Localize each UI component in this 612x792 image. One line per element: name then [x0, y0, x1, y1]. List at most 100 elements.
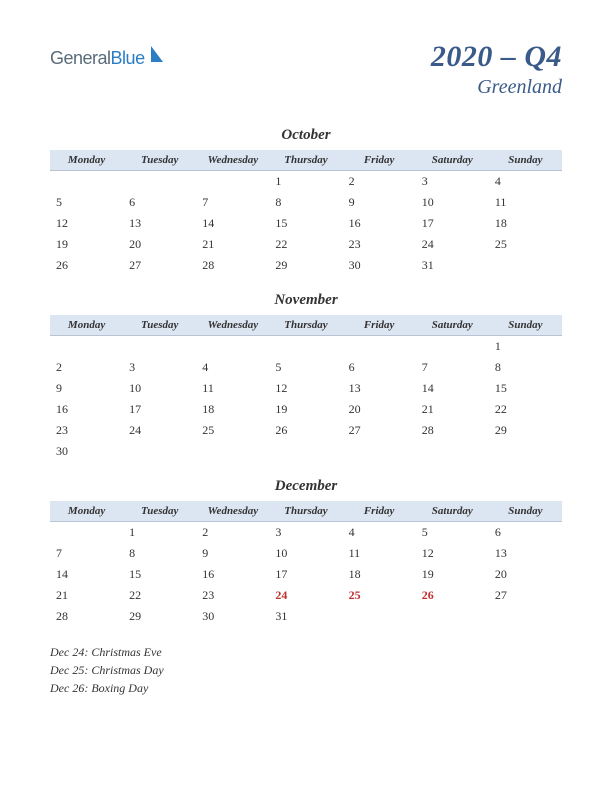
calendar-cell: 2 — [50, 357, 123, 378]
calendar-cell — [416, 441, 489, 462]
calendar-table: MondayTuesdayWednesdayThursdayFridaySatu… — [50, 315, 562, 462]
calendar-cell: 15 — [123, 564, 196, 585]
calendar-cell — [416, 606, 489, 627]
calendar-cell — [196, 336, 269, 358]
day-header: Saturday — [416, 315, 489, 336]
calendar-cell: 14 — [50, 564, 123, 585]
calendar-cell: 13 — [489, 543, 562, 564]
calendar-cell: 21 — [196, 234, 269, 255]
calendar-cell: 3 — [269, 522, 342, 544]
day-header: Sunday — [489, 501, 562, 522]
calendar-cell — [269, 441, 342, 462]
holiday-list: Dec 24: Christmas EveDec 25: Christmas D… — [50, 643, 562, 697]
calendar-row: 30 — [50, 441, 562, 462]
calendar-cell: 16 — [196, 564, 269, 585]
calendar-row: 78910111213 — [50, 543, 562, 564]
calendar-cell: 12 — [416, 543, 489, 564]
day-header: Monday — [50, 150, 123, 171]
calendar-cell: 8 — [489, 357, 562, 378]
calendar-row: 262728293031 — [50, 255, 562, 276]
calendar-cell: 18 — [489, 213, 562, 234]
calendar-cell: 22 — [489, 399, 562, 420]
calendar-cell — [489, 606, 562, 627]
calendar-cell: 25 — [489, 234, 562, 255]
calendar-cell: 4 — [343, 522, 416, 544]
calendar-cell: 20 — [343, 399, 416, 420]
calendar-cell: 22 — [269, 234, 342, 255]
calendar-cell: 27 — [123, 255, 196, 276]
day-header: Wednesday — [196, 501, 269, 522]
calendar-cell — [489, 441, 562, 462]
calendar-cell: 25 — [196, 420, 269, 441]
day-header: Thursday — [269, 315, 342, 336]
calendar-cell: 14 — [416, 378, 489, 399]
calendar-cell: 8 — [123, 543, 196, 564]
calendar-row: 21222324252627 — [50, 585, 562, 606]
calendar-cell: 10 — [416, 192, 489, 213]
calendar-cell: 6 — [123, 192, 196, 213]
calendar-cell: 29 — [269, 255, 342, 276]
calendar-cell: 16 — [50, 399, 123, 420]
calendar-cell: 20 — [489, 564, 562, 585]
calendar-cell: 30 — [343, 255, 416, 276]
calendar-cell: 30 — [50, 441, 123, 462]
calendar-cell — [50, 171, 123, 193]
calendar-cell: 24 — [416, 234, 489, 255]
calendar-cell: 19 — [269, 399, 342, 420]
month-name: October — [50, 127, 562, 144]
calendar-cell: 25 — [343, 585, 416, 606]
day-header: Monday — [50, 501, 123, 522]
calendar-cell: 5 — [50, 192, 123, 213]
calendar-cell: 13 — [343, 378, 416, 399]
day-header: Tuesday — [123, 150, 196, 171]
month-name: November — [50, 292, 562, 309]
calendar-cell: 22 — [123, 585, 196, 606]
calendar-cell: 17 — [416, 213, 489, 234]
calendar-cell: 23 — [343, 234, 416, 255]
logo-sail-icon — [149, 44, 167, 69]
calendar-cell: 27 — [489, 585, 562, 606]
calendar-cell: 23 — [50, 420, 123, 441]
calendar-cell — [123, 336, 196, 358]
calendar-cell: 5 — [269, 357, 342, 378]
month-block: November MondayTuesdayWednesdayThursdayFr… — [50, 292, 562, 462]
region-title: Greenland — [431, 76, 562, 99]
calendar-cell: 1 — [269, 171, 342, 193]
logo-text-blue: Blue — [111, 48, 145, 68]
calendar-cell: 10 — [269, 543, 342, 564]
calendar-cell: 26 — [50, 255, 123, 276]
calendar-cell: 11 — [343, 543, 416, 564]
calendar-cell: 28 — [50, 606, 123, 627]
calendar-cell — [123, 441, 196, 462]
calendar-row: 123456 — [50, 522, 562, 544]
calendar-cell — [416, 336, 489, 358]
day-header: Wednesday — [196, 315, 269, 336]
logo: GeneralBlue — [50, 40, 167, 69]
calendar-cell: 27 — [343, 420, 416, 441]
day-header: Tuesday — [123, 501, 196, 522]
day-header: Tuesday — [123, 315, 196, 336]
calendar-cell: 16 — [343, 213, 416, 234]
calendar-cell — [269, 336, 342, 358]
calendar-cell: 7 — [50, 543, 123, 564]
calendar-cell — [50, 336, 123, 358]
calendar-cell: 2 — [196, 522, 269, 544]
calendar-cell: 19 — [416, 564, 489, 585]
holiday-line: Dec 26: Boxing Day — [50, 679, 562, 697]
calendar-cell: 18 — [196, 399, 269, 420]
calendar-cell: 3 — [123, 357, 196, 378]
holiday-line: Dec 24: Christmas Eve — [50, 643, 562, 661]
calendar-cell: 5 — [416, 522, 489, 544]
calendar-row: 23242526272829 — [50, 420, 562, 441]
calendar-cell: 11 — [196, 378, 269, 399]
calendar-cell: 3 — [416, 171, 489, 193]
calendar-cell: 4 — [489, 171, 562, 193]
day-header: Monday — [50, 315, 123, 336]
title-block: 2020 – Q4 Greenland — [431, 40, 562, 99]
calendar-cell: 24 — [269, 585, 342, 606]
calendar-row: 14151617181920 — [50, 564, 562, 585]
calendar-table: MondayTuesdayWednesdayThursdayFridaySatu… — [50, 150, 562, 276]
calendar-cell: 14 — [196, 213, 269, 234]
calendar-cell: 6 — [343, 357, 416, 378]
calendar-cell: 29 — [489, 420, 562, 441]
